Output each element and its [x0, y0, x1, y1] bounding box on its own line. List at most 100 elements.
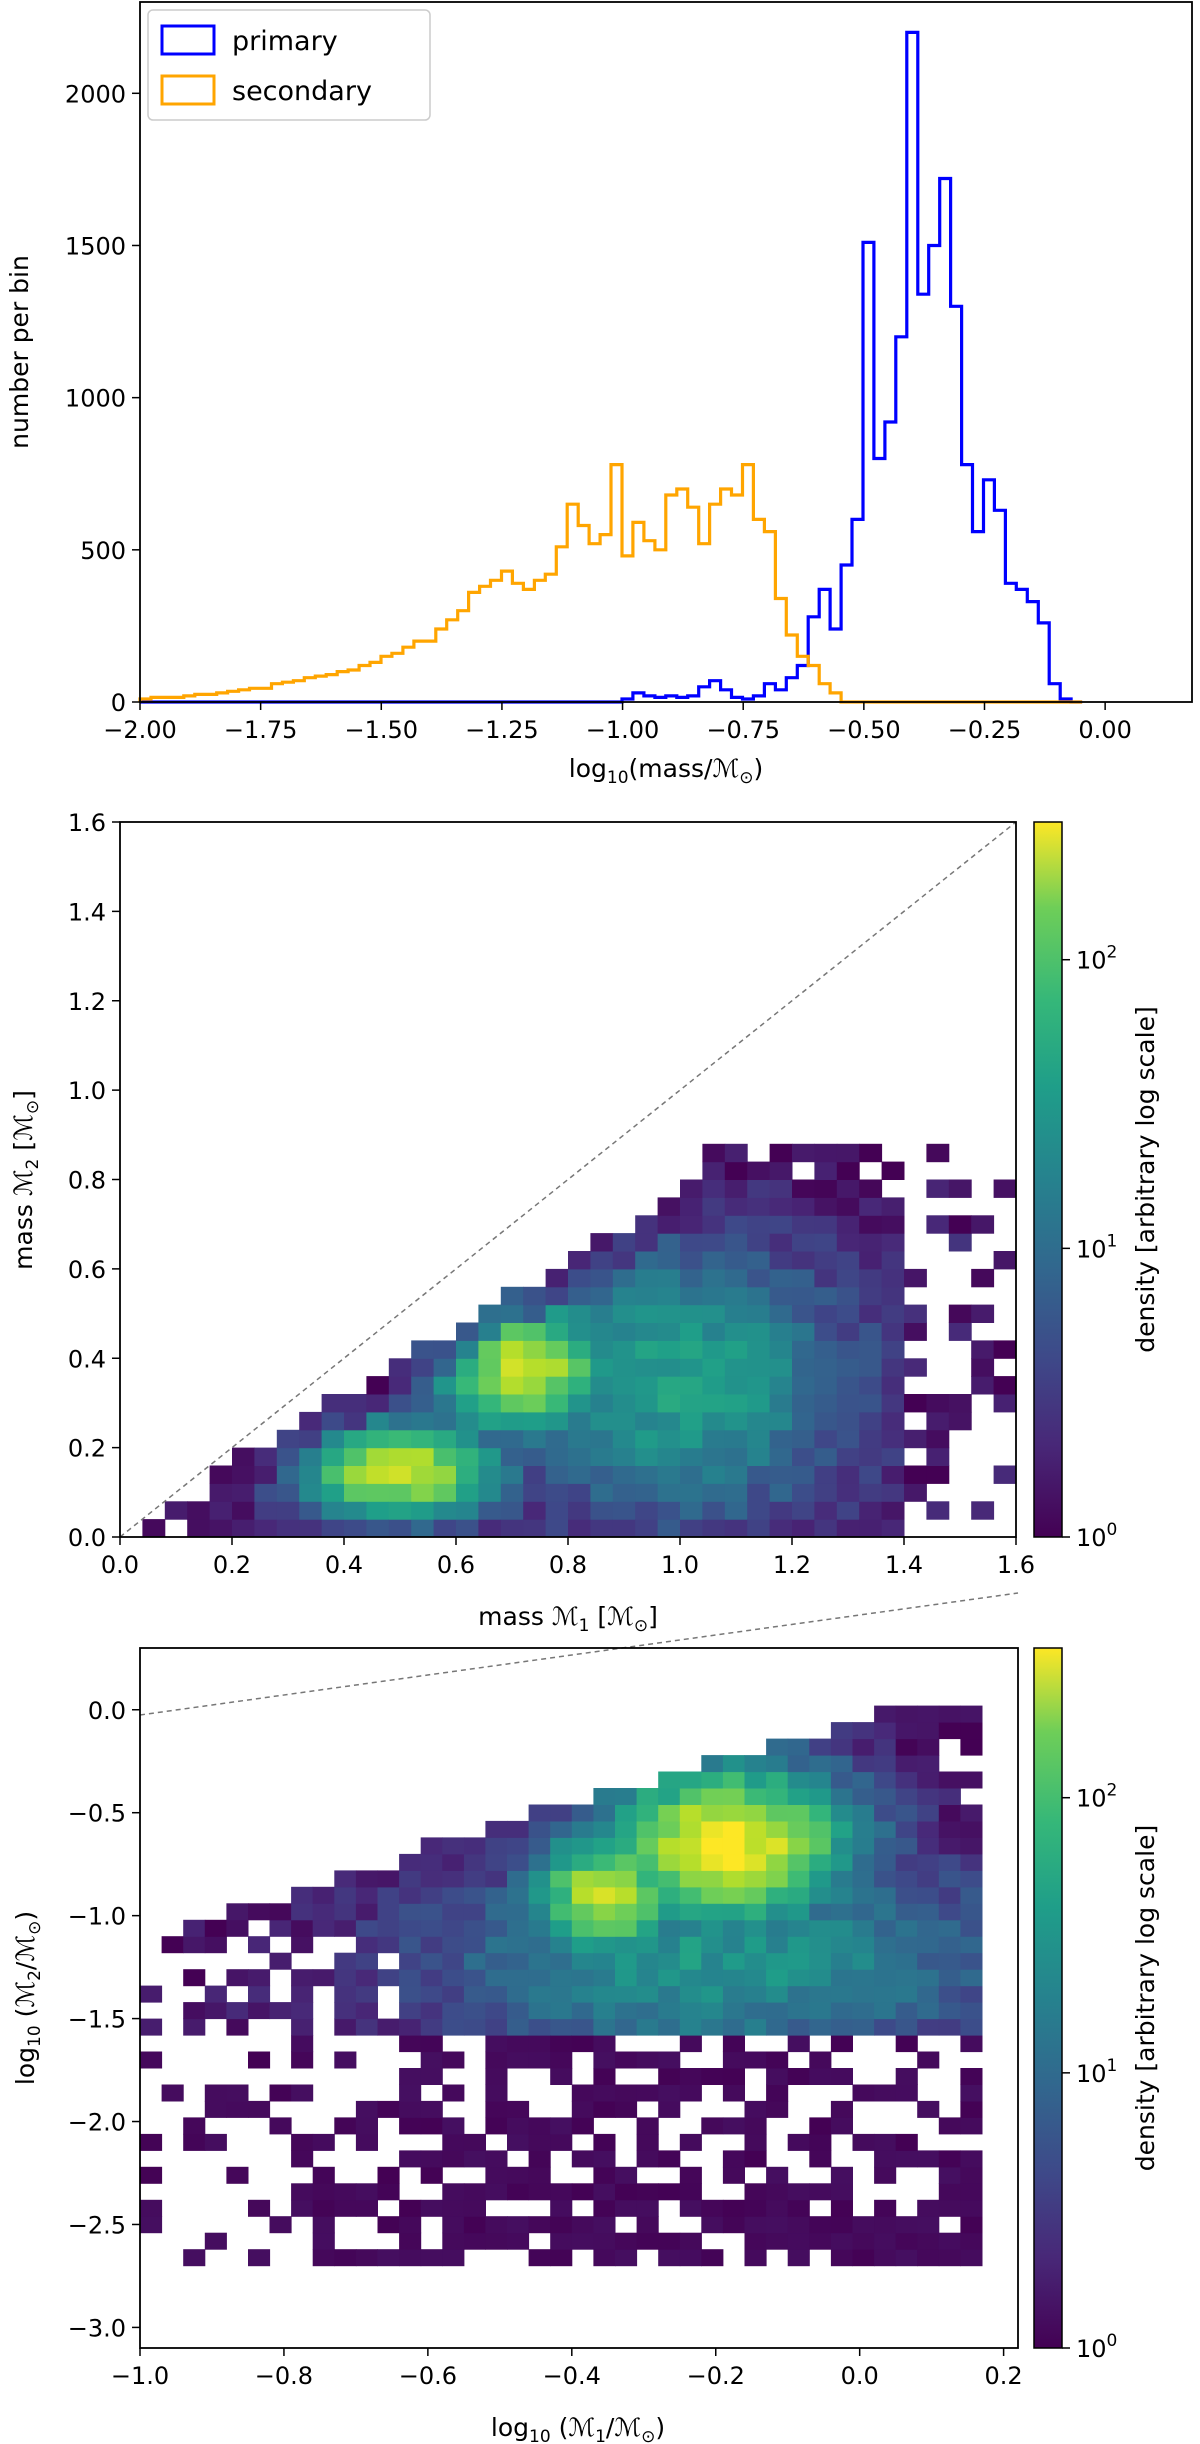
heatmap-cell	[507, 2232, 530, 2250]
heatmap-cell	[836, 1322, 860, 1341]
heatmap-cell	[615, 2183, 638, 2201]
heatmap-cell	[679, 1919, 702, 1937]
heatmap-cell	[657, 1483, 681, 1502]
heatmap-cell	[321, 1447, 345, 1466]
heatmap-cell	[701, 1771, 724, 1789]
heatmap-cell	[612, 1340, 636, 1359]
heatmap-cell	[442, 2199, 465, 2217]
heatmap-cell	[744, 1788, 767, 1805]
heatmap-cell	[859, 1322, 883, 1341]
heatmap-cell	[399, 2216, 422, 2234]
heatmap-cell	[960, 1952, 983, 1970]
heatmap-cell	[355, 2133, 378, 2151]
heatmap-cell	[291, 1886, 314, 1904]
heatmap-cell	[787, 1738, 810, 1756]
heatmap-cell	[658, 1771, 681, 1789]
heatmap-cell	[399, 1903, 422, 1921]
heatmap-cell	[636, 2002, 659, 2020]
heatmap-cell	[485, 1837, 508, 1855]
heatmap-cell	[550, 1837, 573, 1855]
heatmap-cell	[938, 1722, 961, 1740]
heatmap-cell	[874, 1886, 897, 1904]
heatmap-cell	[442, 2216, 465, 2234]
heatmap-cell	[550, 2117, 573, 2135]
heatmap-cell	[814, 1358, 838, 1377]
heatmap-cell	[852, 1952, 875, 1970]
heatmap-cell	[657, 1286, 681, 1306]
heatmap-cell	[312, 2249, 335, 2267]
heatmap-cell	[355, 1936, 378, 1954]
heatmap-cell	[895, 1903, 918, 1921]
heatmap-cell	[248, 2002, 271, 2020]
heatmap-cell	[724, 1447, 748, 1466]
heatmap-cell	[571, 1952, 594, 1970]
heatmap-cell	[836, 1483, 860, 1502]
heatmap-cell	[248, 2051, 271, 2069]
heatmap-cell	[411, 1465, 435, 1484]
heatmap-cell	[948, 1179, 972, 1198]
heatmap-cell	[747, 1304, 771, 1323]
heatmap-cell	[874, 2216, 897, 2234]
logmass-heatmap-y-ticks: 0.0 −0.5 −1.0 −1.5 −2.0 −2.5 −3.0	[68, 1697, 140, 2342]
heatmap-cell	[960, 1837, 983, 1855]
heatmap-cell	[724, 1465, 748, 1484]
heatmap-cell	[658, 1969, 681, 1987]
heatmap-cell	[680, 1519, 703, 1538]
heatmap-cell	[722, 1804, 745, 1822]
heatmap-cell	[787, 1886, 810, 1904]
heatmap-cell	[769, 1233, 793, 1252]
heatmap-cell	[895, 1804, 918, 1822]
heatmap-cell	[874, 1969, 897, 1987]
heatmap-cell	[766, 1985, 789, 2003]
heatmap-cell	[744, 1985, 767, 2003]
heatmap-cell	[830, 2199, 853, 2217]
logmass-heatmap-x-ticks: −1.0 −0.8 −0.6 −0.4 −0.2 0.0 0.2	[111, 2348, 1023, 2390]
heatmap-cell	[636, 1985, 659, 2003]
heatmap-cell	[507, 2133, 530, 2151]
heatmap-cell	[809, 1771, 832, 1789]
x-tick-label: −1.25	[465, 716, 539, 744]
heatmap-cell	[399, 2100, 422, 2118]
x-tick-label: −0.4	[543, 2362, 601, 2390]
heatmap-cell	[680, 1251, 703, 1270]
heatmap-cell	[836, 1447, 860, 1466]
x-tick-label: 1.2	[773, 1551, 811, 1579]
heatmap-cell	[463, 2199, 486, 2217]
heatmap-cell	[615, 2084, 638, 2102]
heatmap-cell	[615, 1886, 638, 1904]
heatmap-cell	[442, 2249, 465, 2267]
heatmap-cell	[593, 2133, 616, 2151]
heatmap-cell	[830, 1771, 853, 1789]
heatmap-cell	[528, 1870, 551, 1888]
heatmap-cell	[636, 1804, 659, 1822]
heatmap-cell	[635, 1447, 659, 1466]
heatmap-cell	[420, 2002, 443, 2020]
heatmap-cell	[593, 2051, 616, 2069]
heatmap-cell	[904, 1268, 927, 1288]
heatmap-cell	[679, 2199, 702, 2217]
heatmap-cell	[938, 1771, 961, 1789]
heatmap-cell	[881, 1411, 905, 1431]
heatmap-cell	[485, 1820, 508, 1838]
heatmap-cell	[463, 1837, 486, 1855]
heatmap-cell	[722, 1788, 745, 1805]
heatmap-cell	[766, 1788, 789, 1805]
heatmap-cell	[478, 1340, 502, 1359]
heatmap-cell	[830, 2002, 853, 2020]
x-tick-label: 0.4	[325, 1551, 363, 1579]
heatmap-cell	[593, 2216, 616, 2234]
heatmap-cell	[679, 1853, 702, 1871]
heatmap-cell	[787, 2002, 810, 2020]
heatmap-cell	[744, 1870, 767, 1888]
heatmap-cell	[420, 2117, 443, 2135]
heatmap-cell	[485, 2051, 508, 2069]
heatmap-cell	[917, 1886, 940, 1904]
heatmap-cell	[456, 1447, 479, 1466]
heatmap-cell	[500, 1429, 524, 1449]
heatmap-cell	[485, 2035, 508, 2053]
heatmap-cell	[528, 1903, 551, 1921]
heatmap-cell	[500, 1394, 524, 1413]
heatmap-cell	[830, 2183, 853, 2201]
heatmap-cell	[545, 1340, 569, 1359]
heatmap-cell	[523, 1322, 547, 1341]
